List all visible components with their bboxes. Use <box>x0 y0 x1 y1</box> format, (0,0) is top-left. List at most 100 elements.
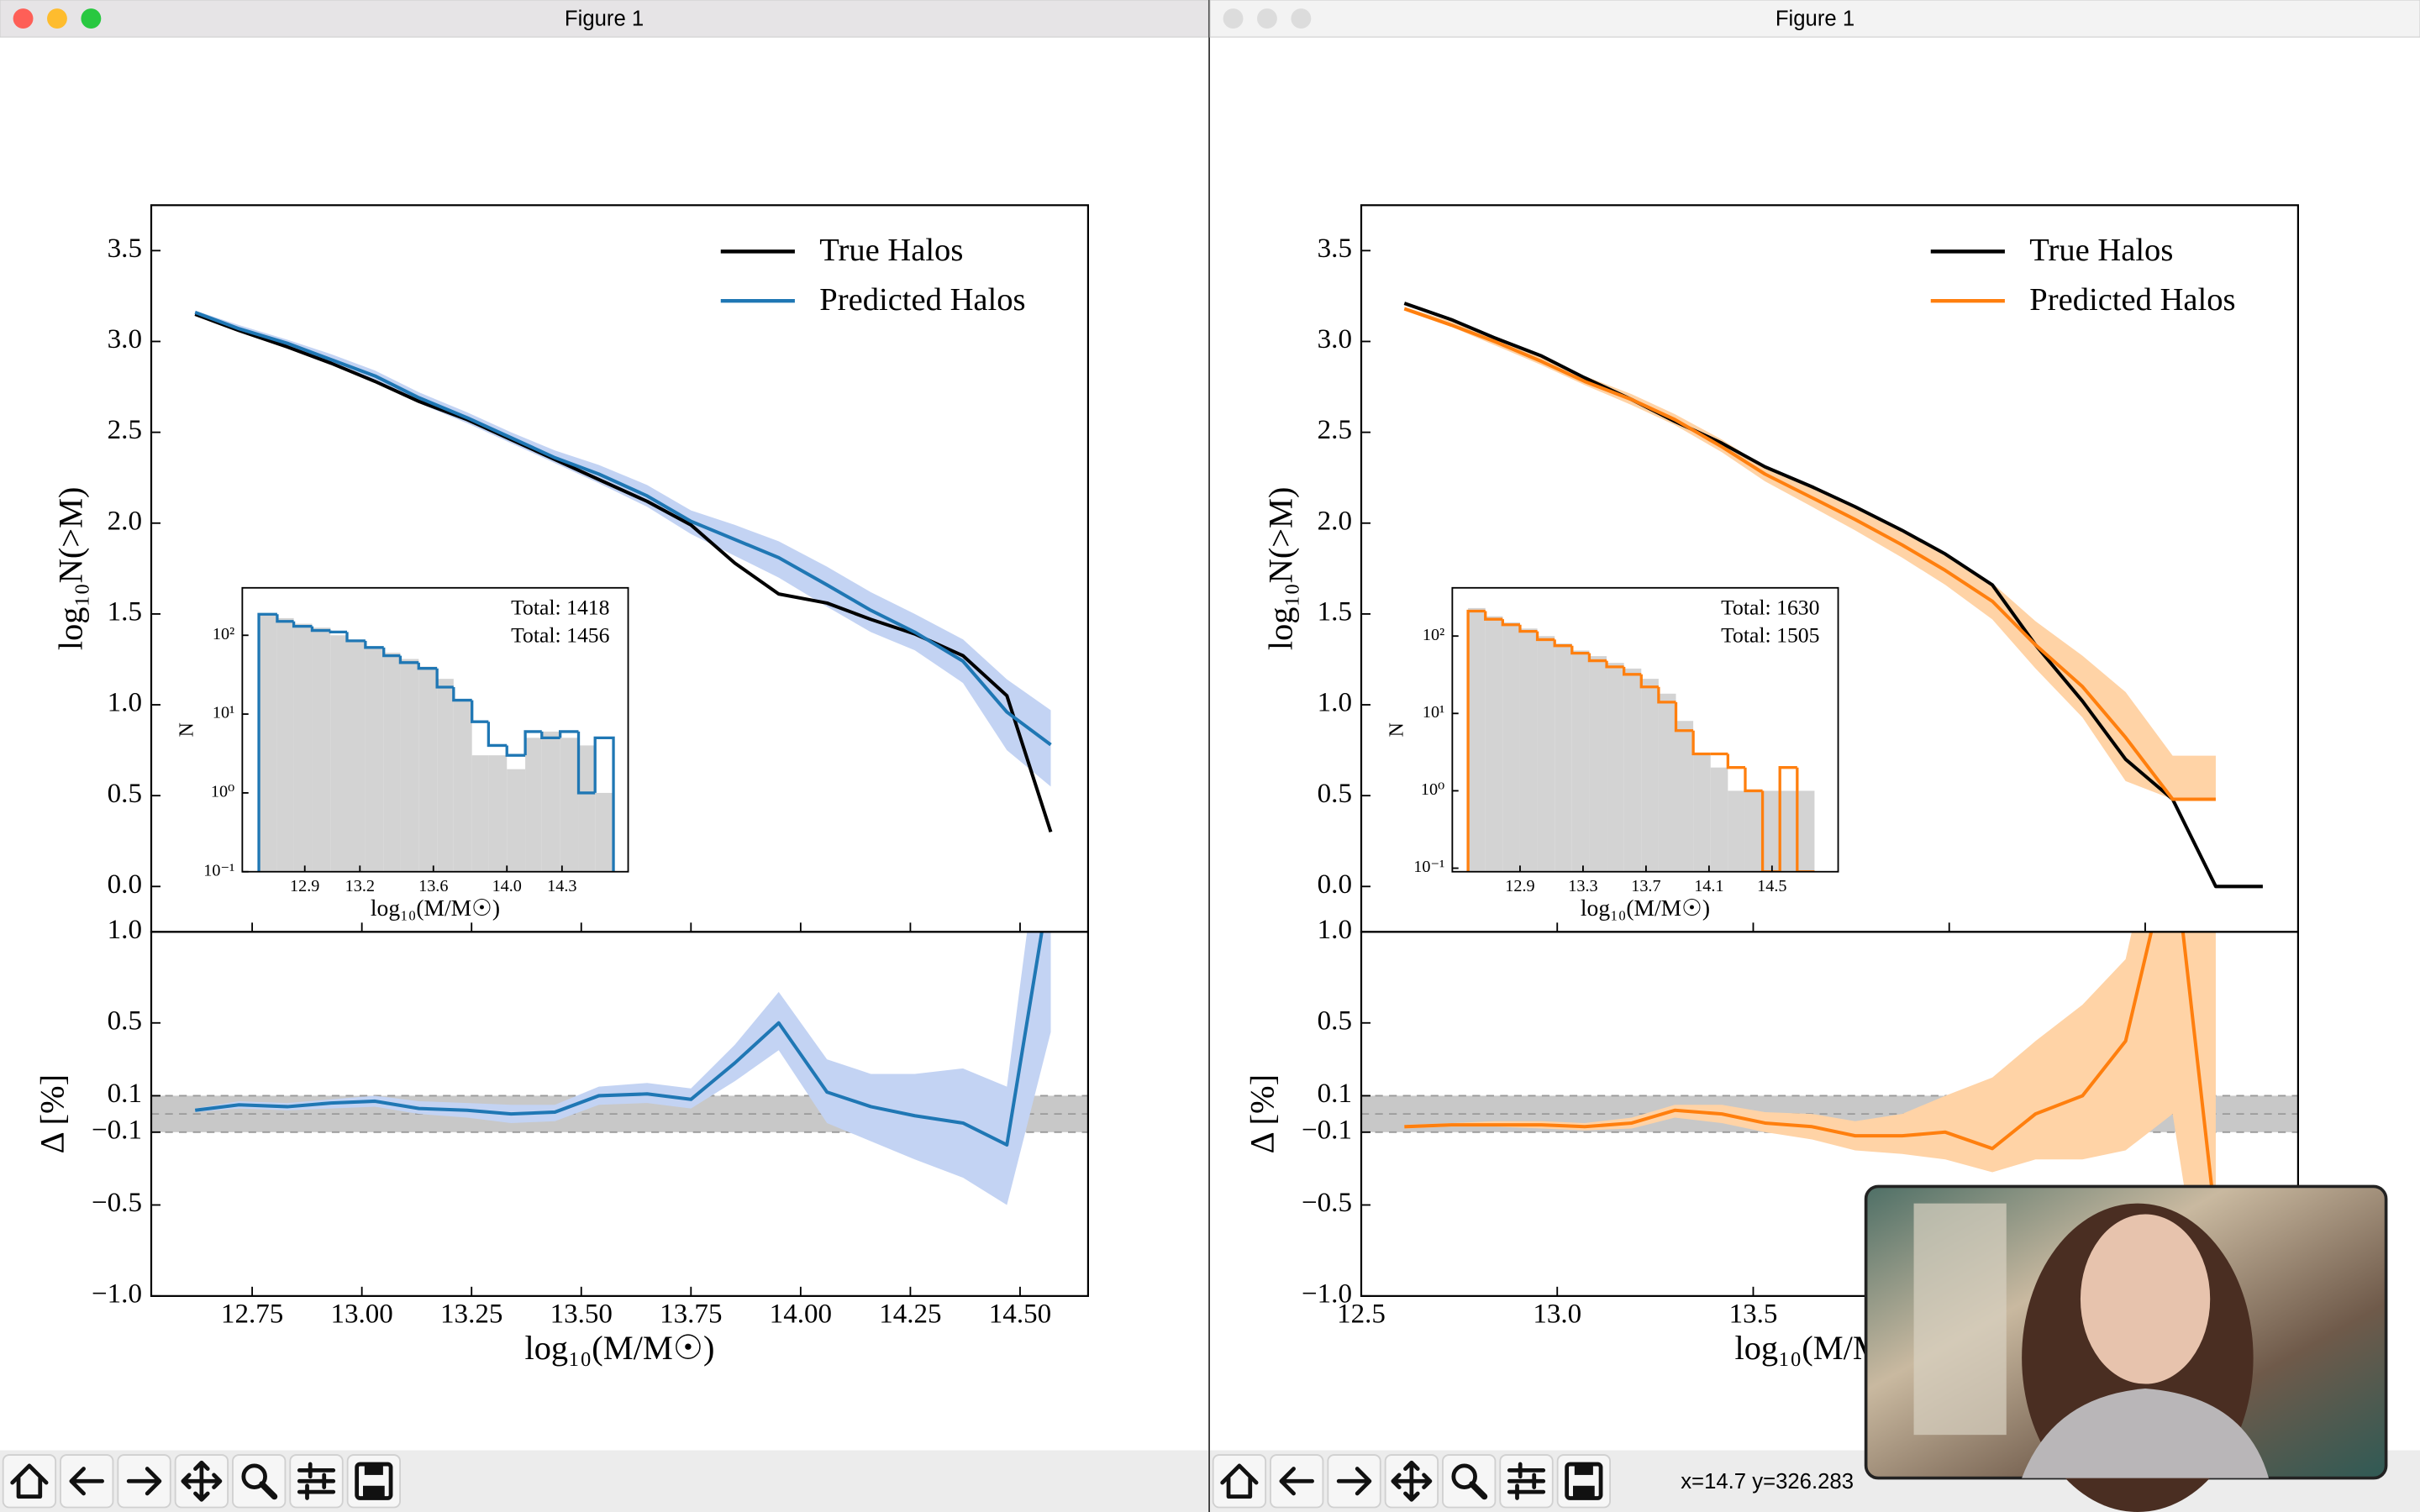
x-tick-label: 14.0 <box>492 877 522 895</box>
y-axis-label: N <box>1386 722 1408 737</box>
total-label: Total: 1505 <box>1721 622 1819 647</box>
toolbar-button[interactable] <box>2 1454 57 1509</box>
window-title: Figure 1 <box>565 8 644 31</box>
hist-step <box>487 722 508 748</box>
y-tick-label: 0.0 <box>1318 869 1352 900</box>
y-tick-label: 0.1 <box>108 1079 142 1109</box>
residual-line <box>1404 932 2217 1224</box>
x-tick-label: 14.50 <box>989 1299 1051 1329</box>
hist-bar <box>1485 616 1503 872</box>
y-tick-label: 10² <box>1423 626 1444 644</box>
icon-zoom-handle[interactable] <box>259 1481 278 1500</box>
main-panel: 0.0 0.5 1.0 1.5 2.0 2.5 3.0 3.5 log₁₀N(>M) True H… <box>51 204 1089 933</box>
toolbar-button[interactable] <box>60 1454 114 1509</box>
y-tick-label: 0.5 <box>108 1005 142 1036</box>
button-bg[interactable] <box>1556 1454 1612 1509</box>
toolbar-button[interactable] <box>174 1454 229 1509</box>
y-tick-label: 10⁻¹ <box>203 861 234 879</box>
icon-save-label[interactable] <box>1574 1464 1593 1475</box>
hist-bar <box>365 647 384 872</box>
figure-window: Figure 1 0.0 0.5 1.0 1.5 2.0 2.5 3.0 3.5 log₁₀N(>… <box>0 0 1209 1512</box>
legend-label: True Halos <box>2029 233 2173 268</box>
toolbar-button[interactable] <box>1270 1454 1324 1509</box>
icon-save-slot[interactable] <box>363 1485 385 1499</box>
toolbar-button[interactable] <box>1556 1454 1612 1509</box>
window-control[interactable] <box>1291 8 1312 29</box>
hist-step <box>523 730 542 756</box>
hist-bar <box>1780 790 1797 872</box>
x-tick-label: 14.25 <box>879 1299 941 1329</box>
icon-configure[interactable] <box>1507 1462 1546 1500</box>
button-bg[interactable] <box>2 1454 57 1509</box>
residual-panel: 1.0 0.5 0.1 −0.1 −0.5 −1.0 12.75 13.00 13.25 13.5… <box>33 915 1089 1367</box>
hist-bar <box>1710 767 1728 872</box>
icon-home[interactable] <box>10 1463 49 1499</box>
hist-step <box>364 640 384 649</box>
x-axis-label: log₁₀(M/M☉) <box>371 895 500 921</box>
hist-step <box>1466 609 1486 872</box>
hist-step <box>345 632 366 643</box>
y-tick-label: 1.5 <box>1318 596 1352 627</box>
hist-step <box>292 621 313 628</box>
y-tick-label: 0.5 <box>1318 779 1352 809</box>
button-bg[interactable] <box>346 1454 401 1509</box>
icon-back[interactable] <box>1279 1467 1314 1496</box>
icon-zoom[interactable] <box>241 1463 267 1489</box>
button-bg[interactable] <box>1442 1454 1497 1509</box>
hist-step <box>1570 645 1590 655</box>
y-tick-label: 0.0 <box>108 869 142 900</box>
x-tick-label: 14.1 <box>1694 877 1723 895</box>
x-tick-label: 13.25 <box>440 1299 502 1329</box>
icon-save-slot[interactable] <box>1573 1485 1595 1499</box>
hist-step <box>1674 701 1694 732</box>
hist-bar <box>1468 607 1486 872</box>
icon-forward[interactable] <box>126 1467 162 1496</box>
toolbar-button[interactable] <box>117 1454 171 1509</box>
window-control[interactable] <box>13 8 34 29</box>
icon-zoom[interactable] <box>1451 1463 1477 1489</box>
icon-save-label[interactable] <box>364 1464 383 1475</box>
button-bg[interactable] <box>1212 1454 1267 1509</box>
icon-back[interactable] <box>69 1467 104 1496</box>
x-tick-label: 14.3 <box>547 877 576 895</box>
hist-step <box>1553 639 1572 648</box>
x-tick-label: 14.00 <box>770 1299 832 1329</box>
toolbar-button[interactable] <box>232 1454 287 1509</box>
toolbar-button[interactable] <box>289 1454 344 1509</box>
x-tick-label: 13.7 <box>1631 877 1660 895</box>
hist-bar <box>1623 668 1642 872</box>
toolbar-button[interactable] <box>1327 1454 1381 1509</box>
button-bg[interactable] <box>232 1454 287 1509</box>
y-tick-label: 10⁻¹ <box>1413 858 1444 876</box>
x-tick-label: 13.3 <box>1568 877 1597 895</box>
hist-bar <box>1797 790 1815 872</box>
y-tick-label: −0.5 <box>1302 1188 1352 1218</box>
hist-bar <box>560 738 579 872</box>
y-tick-label: 0.5 <box>1318 1005 1352 1036</box>
y-axis-label: N <box>176 722 198 737</box>
inset-frame <box>1451 586 1839 873</box>
hist-step <box>1639 674 1659 689</box>
icon-pan[interactable] <box>1391 1460 1433 1502</box>
window-control[interactable] <box>1223 8 1244 29</box>
icon-forward[interactable] <box>1336 1467 1372 1496</box>
toolbar-button[interactable] <box>1384 1454 1439 1509</box>
toolbar-button[interactable] <box>1442 1454 1497 1509</box>
main-panel: 0.0 0.5 1.0 1.5 2.0 2.5 3.0 3.5 log₁₀N(>M) True H… <box>1261 204 2299 933</box>
icon-home[interactable] <box>1220 1463 1259 1499</box>
icon-pan[interactable] <box>181 1460 223 1502</box>
window-control[interactable] <box>47 8 67 29</box>
window-control[interactable] <box>81 8 102 29</box>
toolbar-button[interactable] <box>346 1454 401 1509</box>
toolbar-button[interactable] <box>1212 1454 1267 1509</box>
window-control[interactable] <box>1257 8 1277 29</box>
toolbar-button[interactable] <box>1499 1454 1554 1509</box>
y-tick-label: −1.0 <box>92 1278 142 1309</box>
residual-line <box>194 932 1044 1147</box>
y-tick-label: 10² <box>213 625 234 643</box>
icon-configure[interactable] <box>297 1462 336 1500</box>
x-axis-label: log₁₀(M/M☉) <box>1581 895 1710 921</box>
y-tick-label: 3.5 <box>108 234 142 264</box>
icon-zoom-handle[interactable] <box>1469 1481 1488 1500</box>
